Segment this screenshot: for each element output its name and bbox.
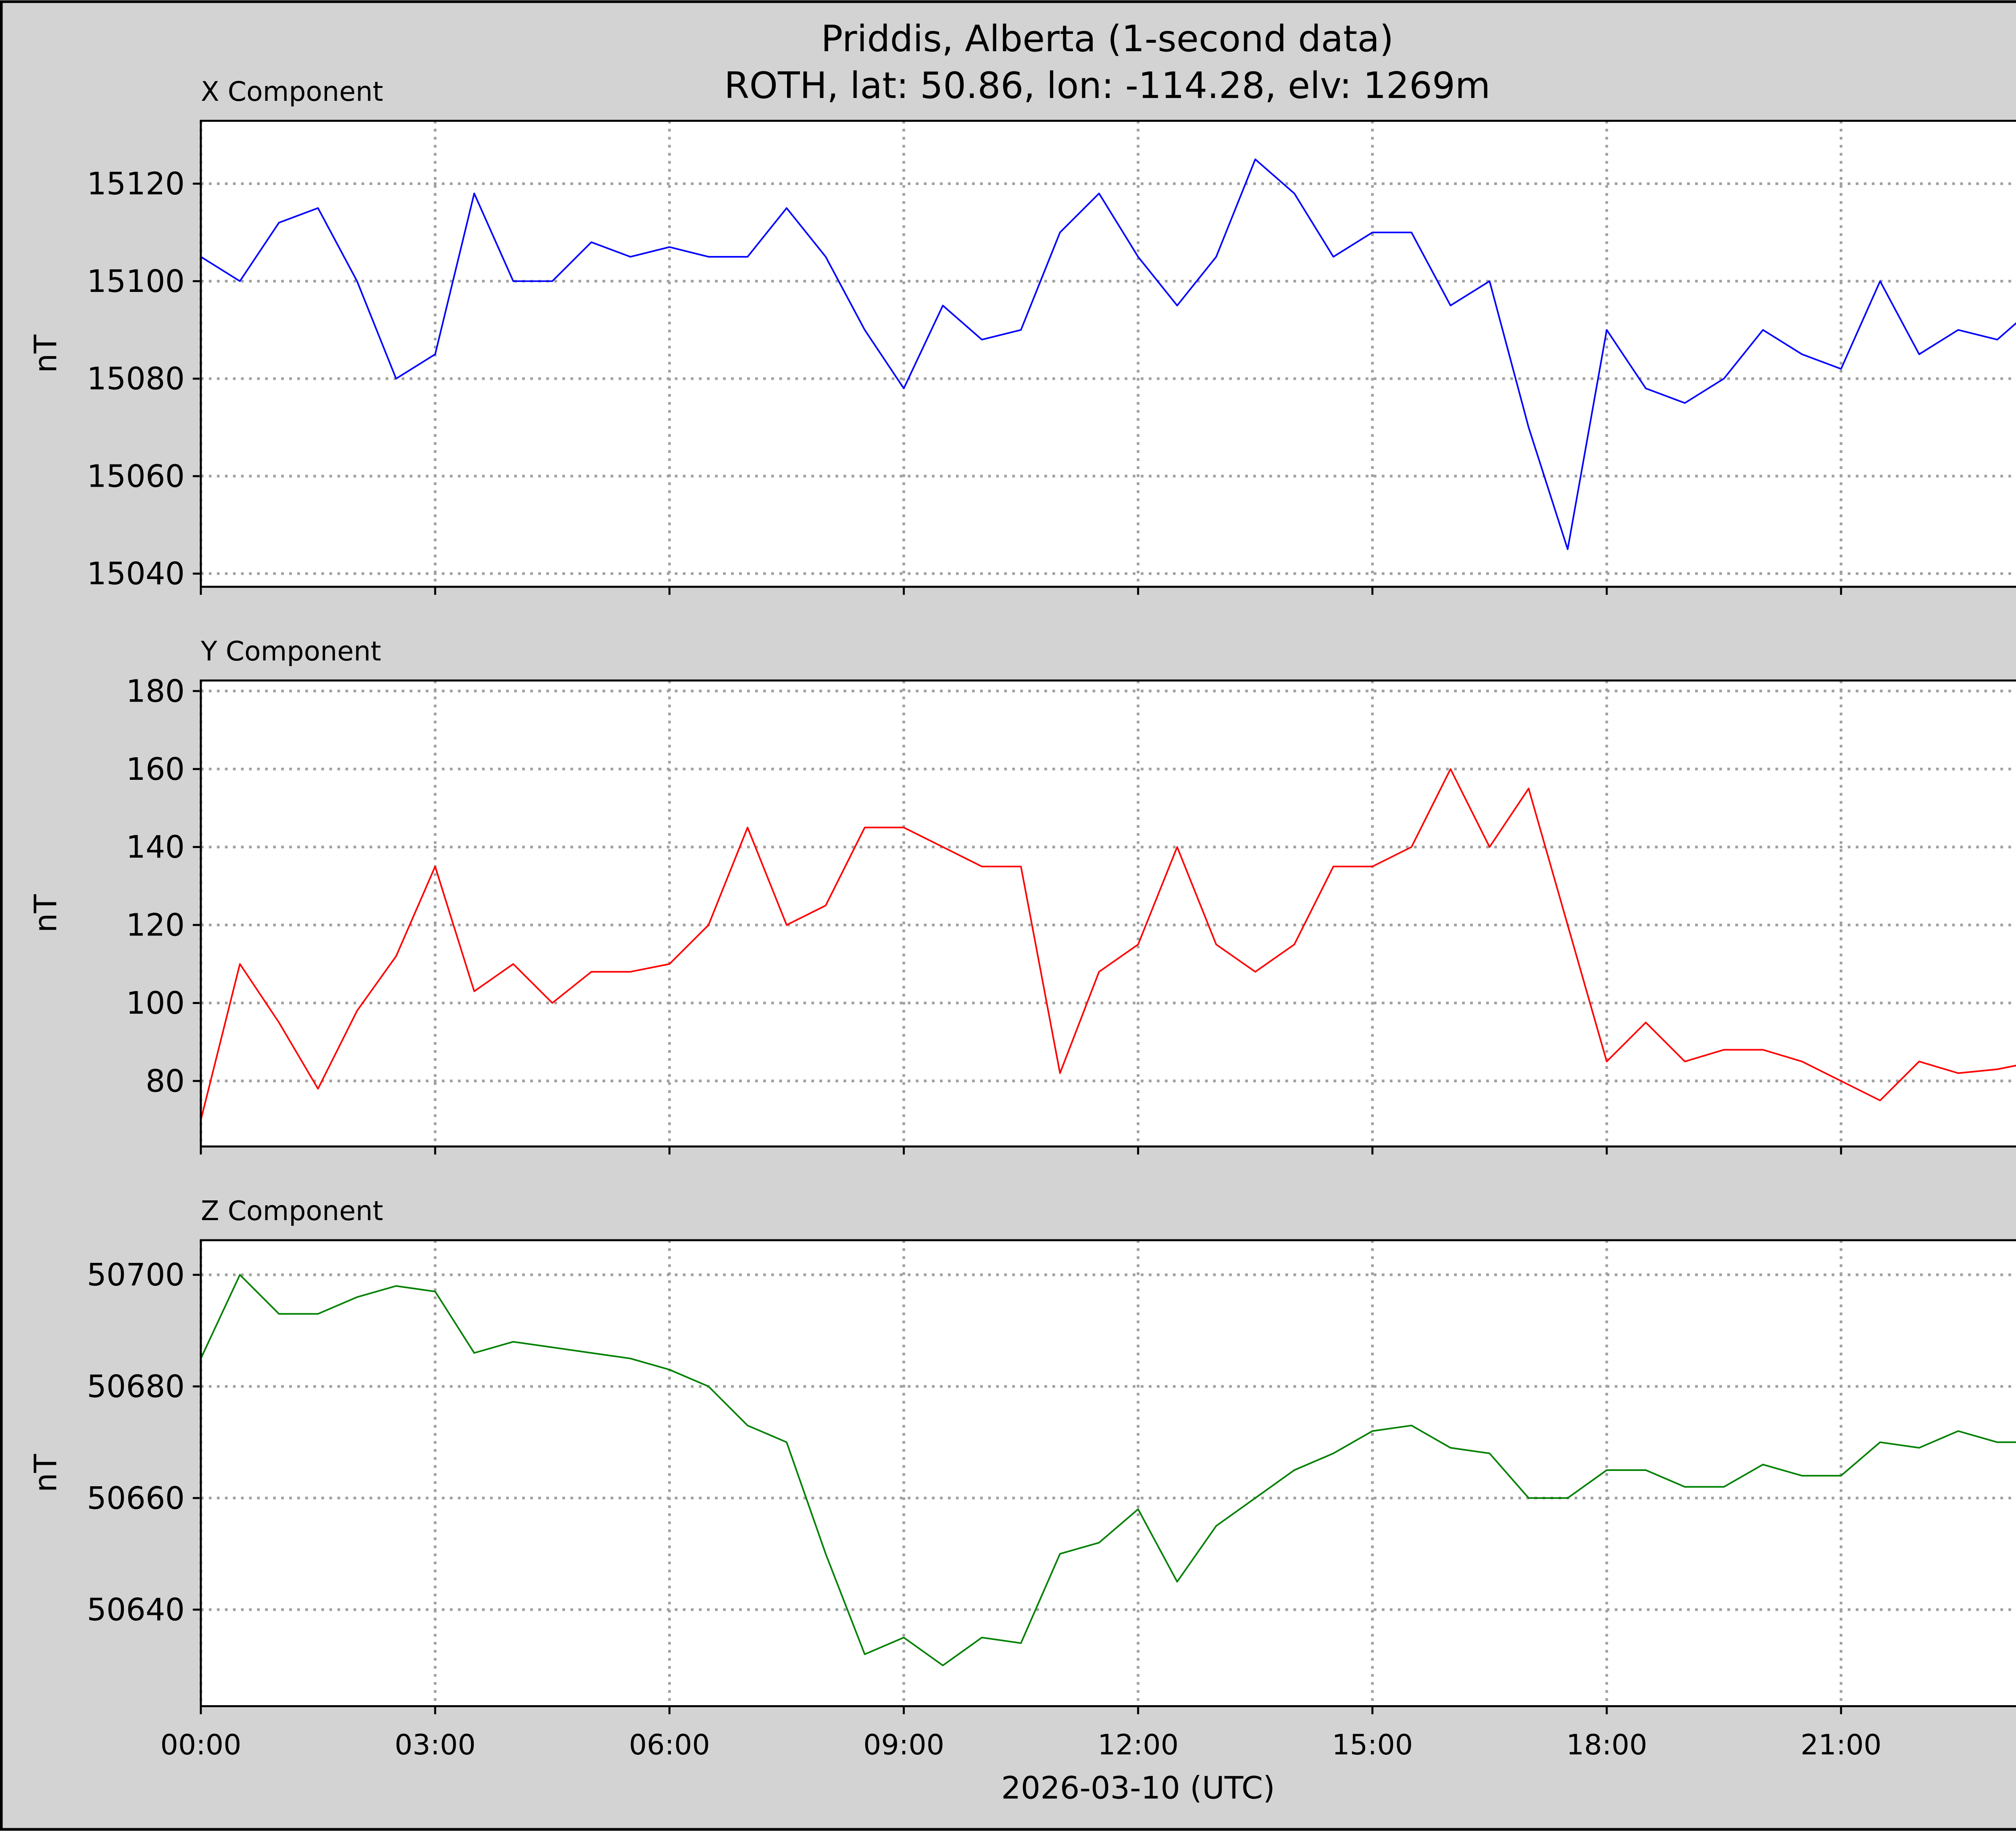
subplot-title: Z Component <box>201 1195 383 1227</box>
y-tick-label: 50680 <box>87 1369 185 1405</box>
plot-frame <box>200 679 2016 1148</box>
x-tick-label: 12:00 <box>1098 1729 1179 1761</box>
y-tick-label: 15060 <box>87 458 185 494</box>
data-line <box>200 1274 2016 1666</box>
y-tick-label: 15040 <box>87 556 185 592</box>
y-tick-label: 100 <box>126 985 185 1021</box>
x-tick-label: 06:00 <box>629 1729 710 1761</box>
y-tick-label: 50700 <box>87 1257 185 1293</box>
y-axis-label: nT <box>28 335 64 373</box>
y-tick-label: 15120 <box>87 166 185 202</box>
y-axis-label: nT <box>28 894 64 933</box>
figure-subtitle: ROTH, lat: 50.86, lon: -114.28, elv: 126… <box>724 65 1490 107</box>
x-tick-label: 18:00 <box>1566 1729 1647 1761</box>
plot-area <box>201 680 2016 1147</box>
y-axis-label: nT <box>28 1454 64 1492</box>
y-tick-label: 15080 <box>87 361 185 397</box>
y-tick-label: 15100 <box>87 264 185 300</box>
y-tick-label: 50640 <box>87 1592 185 1628</box>
x-tick-label: 03:00 <box>395 1729 476 1761</box>
x-tick-label: 09:00 <box>863 1729 944 1761</box>
x-axis-label: 2026-03-10 (UTC) <box>1001 1771 1275 1806</box>
plot-frame <box>200 120 2016 588</box>
plot-frame <box>200 1239 2016 1707</box>
y-tick-label: 160 <box>126 752 185 787</box>
x-tick-label: 21:00 <box>1801 1729 1882 1761</box>
y-tick-label: 80 <box>146 1063 185 1099</box>
x-tick-label: 15:00 <box>1332 1729 1413 1761</box>
figure-title: Priddis, Alberta (1-second data) <box>821 18 1393 60</box>
y-tick-label: 120 <box>126 908 185 944</box>
data-line <box>200 158 2016 550</box>
y-tick-label: 180 <box>126 673 185 709</box>
y-tick-label: 140 <box>126 829 185 865</box>
plot-area <box>201 121 2016 587</box>
y-tick-label: 50660 <box>87 1481 185 1516</box>
plot-area <box>201 1240 2016 1706</box>
data-line <box>200 768 2016 1121</box>
x-tick-label: 00:00 <box>160 1729 242 1761</box>
subplot-title: X Component <box>201 76 383 107</box>
subplot-title: Y Component <box>200 635 381 667</box>
